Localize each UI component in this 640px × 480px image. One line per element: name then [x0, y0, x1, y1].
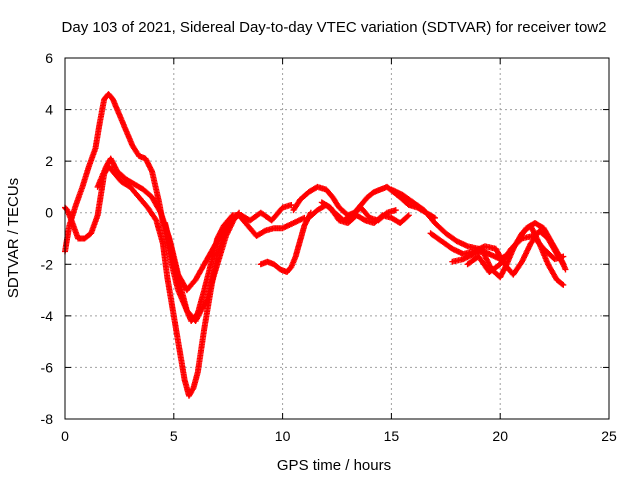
series-track-5	[257, 209, 314, 275]
x-tick-label: 0	[61, 428, 69, 444]
series-track-8	[318, 199, 412, 226]
x-tick-label: 10	[275, 428, 291, 444]
series-track-12	[464, 232, 567, 275]
y-tick-label: 0	[45, 205, 53, 221]
data-point	[562, 266, 569, 273]
data-point	[560, 281, 567, 288]
axis-ticks: 0 5 10 15 20 25 -8 -6 -4 -2 0 2 4 6	[41, 50, 617, 444]
data-point	[288, 201, 295, 208]
data-point	[560, 261, 567, 268]
data-point	[231, 214, 238, 221]
y-tick-label: -4	[41, 308, 54, 324]
data-point	[559, 260, 566, 266]
data-point	[405, 212, 412, 219]
y-tick-label: -6	[41, 359, 54, 375]
y-tick-label: 4	[45, 102, 53, 118]
x-tick-label: 15	[384, 428, 400, 444]
y-axis-label: SDTVAR / TECUs	[5, 178, 22, 298]
x-tick-label: 20	[492, 428, 508, 444]
data-point	[392, 207, 399, 214]
data-point	[404, 213, 411, 220]
y-tick-label: 6	[45, 50, 53, 66]
data-point	[559, 281, 566, 288]
series-track-4	[162, 214, 238, 324]
data-points	[62, 91, 569, 399]
x-tick-label: 25	[601, 428, 617, 444]
series-track-3	[94, 155, 308, 294]
x-tick-label: 5	[170, 428, 178, 444]
data-point	[560, 253, 567, 260]
x-axis-label: GPS time / hours	[277, 457, 391, 474]
y-tick-label: 2	[45, 153, 53, 169]
y-tick-label: -8	[41, 411, 54, 427]
series-track-1	[62, 163, 243, 399]
y-tick-label: -2	[41, 256, 54, 272]
plot-frame	[64, 57, 610, 420]
chart-title: Day 103 of 2021, Sidereal Day-to-day VTE…	[62, 19, 607, 36]
